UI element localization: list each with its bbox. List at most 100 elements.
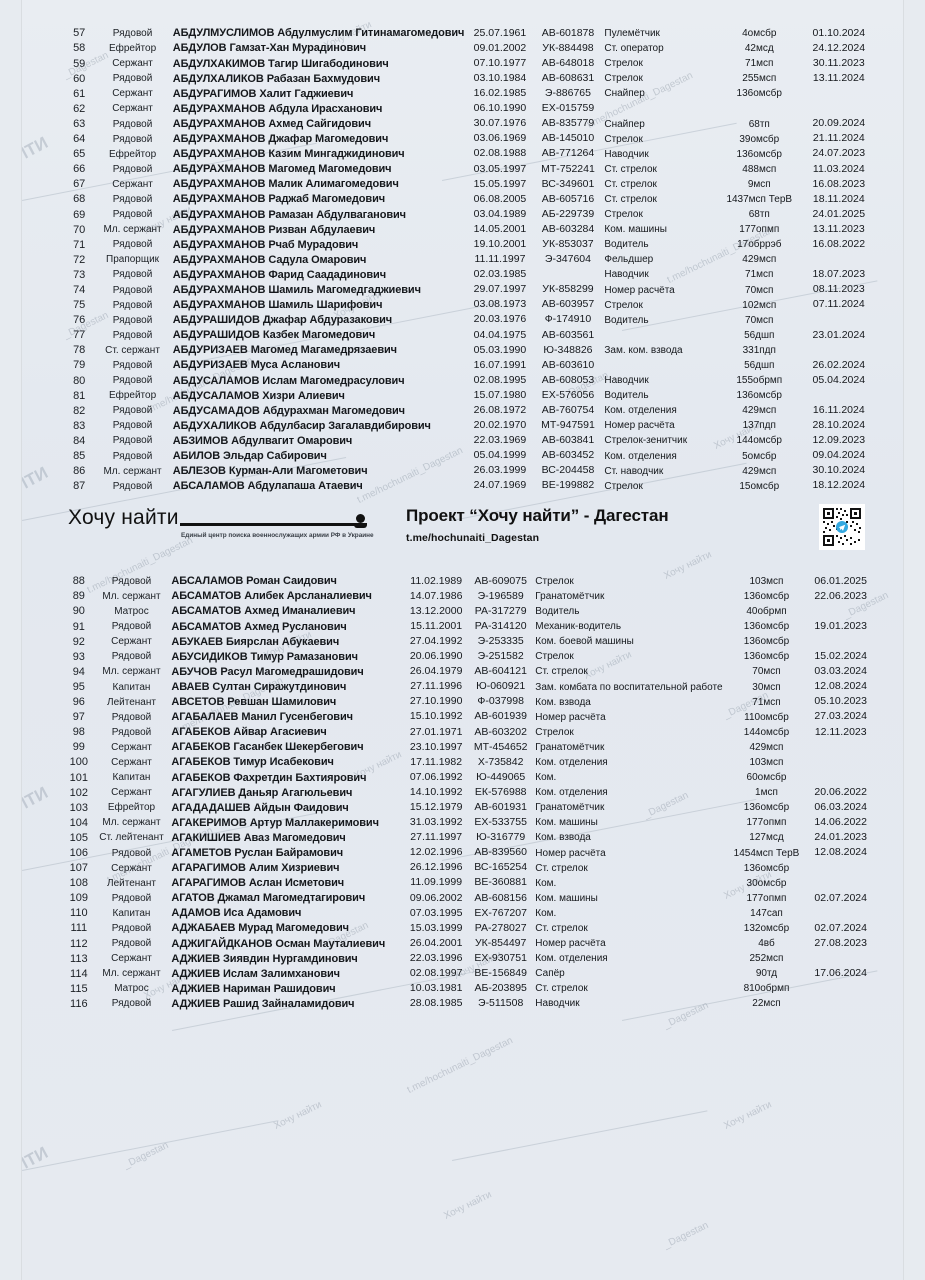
- row-role: Пулемётчик: [604, 27, 660, 39]
- row-role: Ст. стрелок: [535, 923, 588, 935]
- row-rank: Рядовой: [111, 892, 152, 904]
- row-dob: 25.07.1961: [473, 26, 527, 39]
- row-name: АБДУХАЛИКОВ Абдулбасир Загалавдибирович: [172, 419, 431, 432]
- row-date: 20.06.2022: [814, 785, 867, 798]
- row-dob: 15.05.1997: [473, 177, 527, 190]
- row-number: 60: [73, 72, 86, 85]
- row-number: 79: [73, 359, 86, 372]
- row-date: [805, 252, 873, 267]
- row-document: АВ-609075: [474, 574, 527, 587]
- row-unit: 17обррэб: [737, 239, 782, 251]
- table-row: 80 Рядовой АБДУСАЛАМОВ Ислам Магомедрасуло…: [64, 373, 873, 388]
- row-document: PA-317279: [474, 604, 527, 617]
- row-name: АБИЛОВ Эльдар Сабирович: [172, 450, 327, 463]
- row-dob: 16.07.1991: [473, 358, 527, 371]
- table-row: 68 Рядовой АБДУРАХМАНОВ Раджаб Магомедович…: [64, 192, 873, 207]
- row-name: АБДУРАХМАНОВ Ахмед Сайгидович: [172, 117, 372, 130]
- row-rank: Ефрейтор: [108, 148, 157, 160]
- row-date: 14.06.2022: [814, 816, 867, 829]
- row-document: УК-858299: [542, 283, 594, 296]
- row-number: 63: [73, 117, 86, 130]
- row-rank: Капитан: [112, 772, 151, 784]
- row-dob: 03.08.1973: [473, 298, 527, 311]
- row-unit: 30мсп: [752, 681, 781, 693]
- row-number: 92: [72, 635, 85, 648]
- row-date: 17.06.2024: [814, 967, 867, 980]
- row-name: АБУКАЕВ Биярслан Абукаевич: [171, 635, 340, 648]
- row-name: АБДУРИЗАЕВ Муса Асланович: [172, 359, 341, 372]
- row-role: Снайпер: [604, 88, 645, 100]
- row-number: 86: [73, 465, 86, 478]
- row-rank: Рядовой: [112, 435, 153, 447]
- row-name: АГАКЕРИМОВ Артур Маллакеримович: [171, 816, 379, 829]
- row-number: 78: [73, 344, 86, 357]
- row-date: 16.08.2023: [812, 177, 866, 190]
- row-dob: 26.04.2001: [409, 936, 463, 949]
- row-document: ВС-349601: [541, 177, 595, 190]
- table-row: 58 Ефрейтор АБДУЛОВ Гамзат-Хан Мурадинович…: [64, 41, 873, 56]
- row-document: PA-278027: [474, 921, 527, 934]
- row-rank: Ефрейтор: [107, 802, 156, 814]
- row-document: PA-314120: [474, 619, 527, 632]
- row-dob: 11.02.1989: [410, 574, 463, 587]
- row-date: 08.11.2023: [812, 283, 865, 296]
- row-role: Наводчик: [604, 375, 649, 387]
- row-unit: 144омсбр: [736, 435, 782, 447]
- row-rank: Рядовой: [112, 299, 153, 311]
- row-document: Ю-449065: [476, 770, 526, 783]
- row-number: 69: [73, 208, 86, 221]
- row-number: 93: [72, 650, 85, 663]
- table-row: 101 Капитан АГАБЕКОВ Фахретдин Бахтиярович…: [64, 770, 873, 785]
- row-dob: 26.04.1979: [409, 665, 463, 678]
- row-role: Ком. взвода: [535, 696, 591, 708]
- row-dob: 02.08.1997: [409, 967, 463, 980]
- row-date: 13.11.2024: [812, 71, 865, 84]
- row-rank: Мл. сержант: [103, 465, 162, 477]
- row-unit: 9мсп: [747, 178, 771, 190]
- table-row: 115 Матрос АДЖИЕВ Нариман Рашидович 10.03.1…: [64, 981, 873, 996]
- row-role: Ком.: [535, 772, 557, 784]
- row-role: Стрелок: [604, 480, 643, 492]
- row-date: 28.10.2024: [812, 419, 866, 432]
- row-name: АБСАЛАМОВ Абдулапаша Атаевич: [172, 480, 363, 493]
- row-rank: Капитан: [112, 907, 151, 919]
- row-number: 71: [73, 238, 86, 251]
- row-dob: 04.04.1975: [473, 328, 527, 341]
- row-dob: 24.07.1969: [473, 479, 527, 492]
- table-row: 67 Сержант АБДУРАХМАНОВ Малик Алимагомедов…: [64, 177, 873, 192]
- table-row: 90 Матрос АБСАМАТОВ Ахмед Иманалиевич 13.12…: [64, 604, 873, 619]
- row-role: Ст. стрелок: [604, 178, 657, 190]
- row-role: Ком. отделения: [604, 450, 677, 462]
- row-number: 115: [70, 982, 88, 995]
- row-unit: 331пдп: [742, 344, 776, 356]
- row-dob: 27.01.1971: [409, 725, 463, 738]
- row-number: 111: [70, 922, 88, 935]
- row-unit: 136омсбр: [743, 802, 790, 814]
- row-number: 90: [72, 605, 85, 618]
- row-document: УК-854497: [475, 936, 527, 949]
- row-date: 16.08.2022: [812, 237, 866, 250]
- table-row: 74 Рядовой АБДУРАХМАНОВ Шамиль Магомедгадж…: [64, 283, 873, 298]
- row-role: Стрелок: [604, 133, 643, 145]
- table-row: 102 Сержант АГАГУЛИЕВ Даньяр Агагюльевич 14…: [64, 785, 873, 800]
- row-name: АДЖИГАЙДКАНОВ Осман Мауталиевич: [171, 937, 386, 950]
- row-name: АБДУСАЛАМОВ Хизри Алиевич: [172, 389, 345, 402]
- row-unit: 15омсбр: [739, 480, 780, 492]
- qr-code-icon[interactable]: [819, 503, 865, 550]
- row-dob: 11.11.1997: [474, 253, 526, 266]
- row-date: 23.01.2024: [812, 328, 866, 341]
- row-document: ВЕ-199882: [541, 479, 595, 492]
- row-name: АБДУРАХМАНОВ Джафар Магомедович: [172, 133, 389, 146]
- table-row: 114 Мл. сержант АДЖИЕВ Ислам Залимханович 0…: [64, 966, 873, 981]
- row-name: АБДУЛХАКИМОВ Тагир Шигабодинович: [172, 57, 389, 70]
- row-unit: [714, 101, 805, 116]
- row-number: 116: [70, 997, 88, 1010]
- telegram-channel-link[interactable]: t.me/hochunaiti_Dagestan: [406, 531, 540, 544]
- table-row: 76 Рядовой АБДУРАШИДОВ Джафар Абдуразакови…: [64, 313, 873, 328]
- row-unit: 90тд: [755, 968, 778, 980]
- row-rank: Лейтенант: [107, 696, 156, 708]
- row-document: ВЕ-360881: [474, 876, 527, 889]
- table-row: 63 Рядовой АБДУРАХМАНОВ Ахмед Сайгидович 30…: [64, 117, 873, 132]
- table-row: 108 Лейтенант АГАРАГИМОВ Аслан Исметович 11…: [64, 876, 873, 891]
- row-rank: Рядовой: [112, 314, 153, 326]
